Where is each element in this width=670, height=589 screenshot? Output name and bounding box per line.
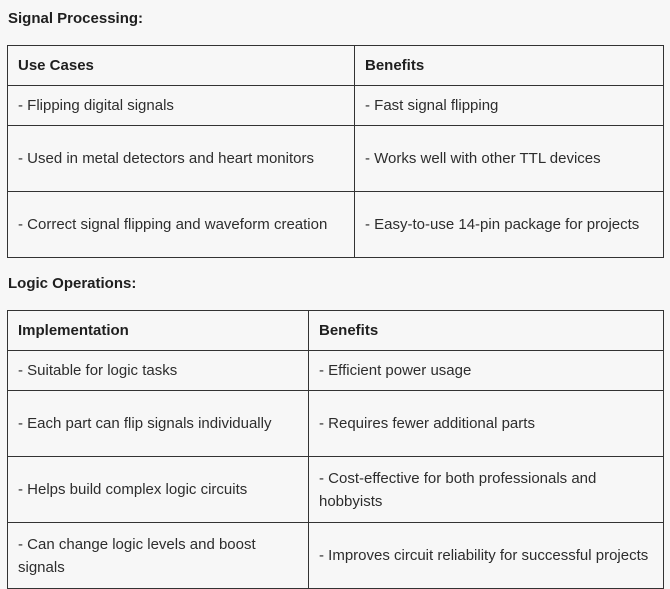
column-header-benefits: Benefits (308, 310, 664, 351)
table-row: - Helps build complex logic circuits - C… (7, 456, 664, 523)
table-cell: - Efficient power usage (308, 350, 664, 391)
table-row: - Can change logic levels and boost sign… (7, 522, 664, 589)
table-header-row: Use Cases Benefits (7, 45, 664, 86)
column-header-use-cases: Use Cases (7, 45, 355, 86)
table-row: - Suitable for logic tasks - Efficient p… (7, 350, 664, 391)
signal-processing-table: Use Cases Benefits - Flipping digital si… (7, 45, 664, 258)
table-cell: - Each part can flip signals individuall… (7, 390, 309, 457)
section-heading-logic-operations: Logic Operations: (8, 275, 137, 292)
table-cell: - Works well with other TTL devices (354, 125, 664, 192)
table-cell: - Used in metal detectors and heart moni… (7, 125, 355, 192)
table-cell: - Suitable for logic tasks (7, 350, 309, 391)
table-cell: - Cost-effective for both professionals … (308, 456, 664, 523)
table-row: - Each part can flip signals individuall… (7, 390, 664, 457)
column-header-implementation: Implementation (7, 310, 309, 351)
table-cell: - Fast signal flipping (354, 85, 664, 126)
table-cell: - Requires fewer additional parts (308, 390, 664, 457)
table-row: - Correct signal flipping and waveform c… (7, 191, 664, 258)
logic-operations-table: Implementation Benefits - Suitable for l… (7, 310, 664, 589)
table-cell: - Helps build complex logic circuits (7, 456, 309, 523)
table-header-row: Implementation Benefits (7, 310, 664, 351)
table-row: - Used in metal detectors and heart moni… (7, 125, 664, 192)
column-header-benefits: Benefits (354, 45, 664, 86)
table-cell: - Can change logic levels and boost sign… (7, 522, 309, 589)
table-cell: - Flipping digital signals (7, 85, 355, 126)
section-heading-signal-processing: Signal Processing: (8, 10, 144, 27)
table-cell: - Correct signal flipping and waveform c… (7, 191, 355, 258)
table-cell: - Improves circuit reliability for succe… (308, 522, 664, 589)
table-cell: - Easy-to-use 14-pin package for project… (354, 191, 664, 258)
table-row: - Flipping digital signals - Fast signal… (7, 85, 664, 126)
